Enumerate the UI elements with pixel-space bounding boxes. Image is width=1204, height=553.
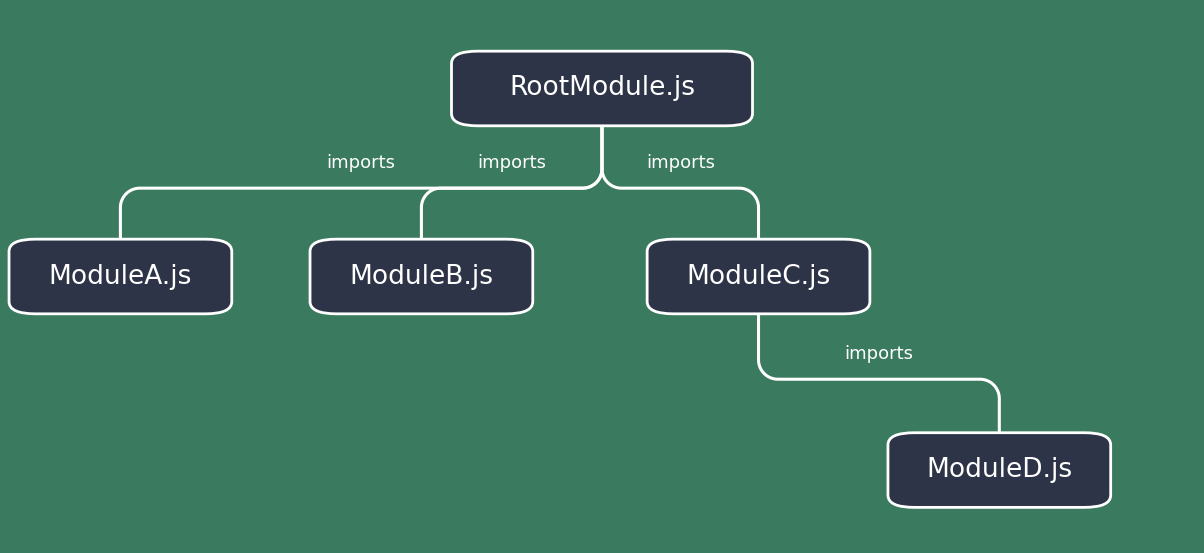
Text: ModuleC.js: ModuleC.js (686, 263, 831, 290)
Text: imports: imports (844, 345, 914, 363)
Text: ModuleD.js: ModuleD.js (926, 457, 1073, 483)
FancyBboxPatch shape (10, 239, 231, 314)
Text: imports: imports (326, 154, 396, 171)
Text: ModuleA.js: ModuleA.js (48, 263, 193, 290)
Text: imports: imports (477, 154, 547, 171)
Text: RootModule.js: RootModule.js (509, 75, 695, 102)
FancyBboxPatch shape (309, 239, 532, 314)
FancyBboxPatch shape (648, 239, 869, 314)
Text: ModuleB.js: ModuleB.js (349, 263, 494, 290)
FancyBboxPatch shape (452, 51, 752, 126)
Text: imports: imports (645, 154, 715, 171)
FancyBboxPatch shape (887, 432, 1110, 508)
